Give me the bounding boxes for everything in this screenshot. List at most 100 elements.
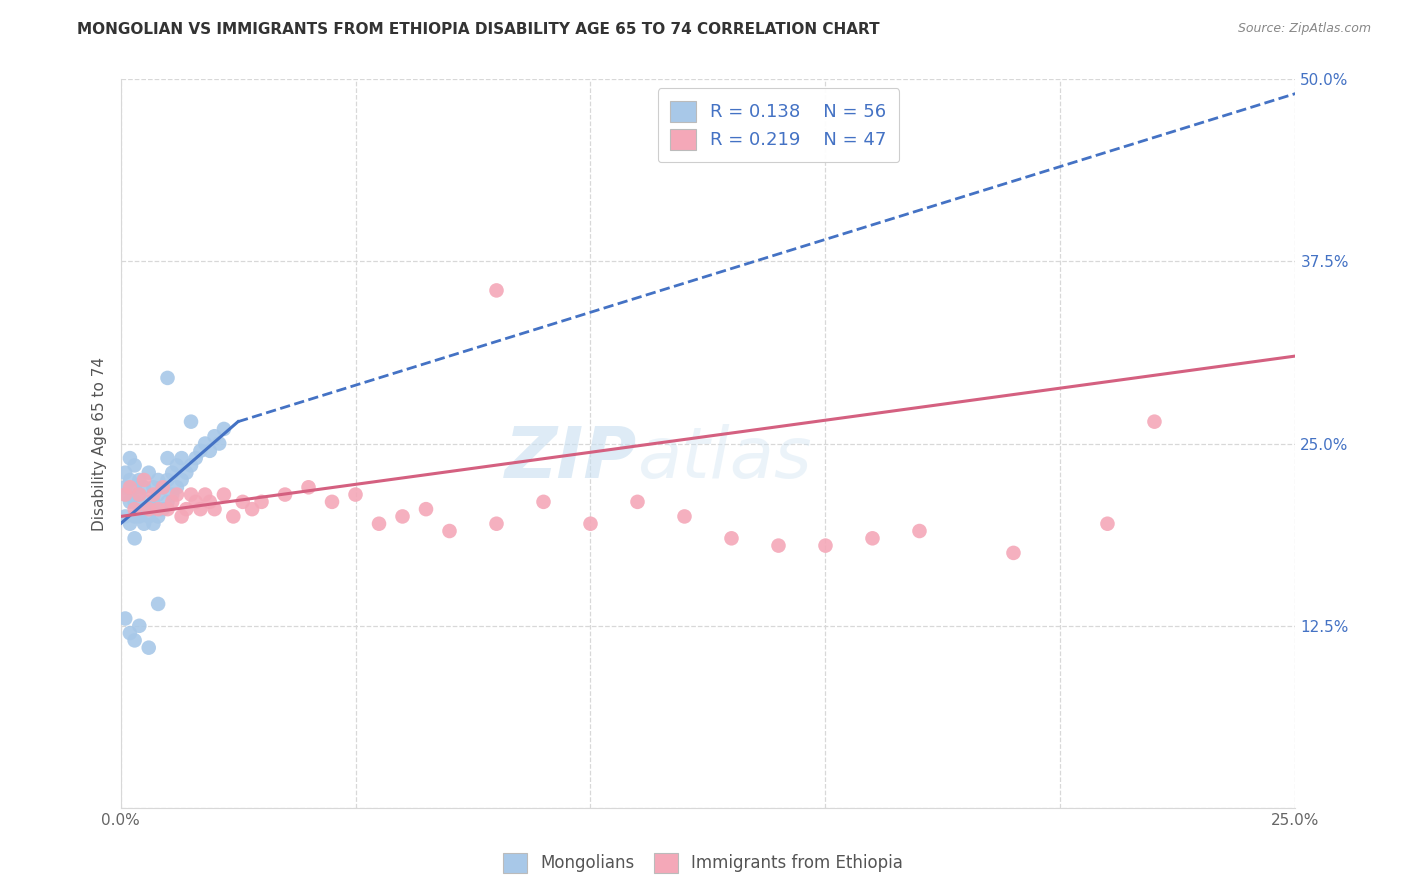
Point [128,509,150,524]
Point [118,516,141,531]
Point [124,495,146,509]
Point [124,480,146,494]
Point [1143,415,1166,429]
Point [128,473,150,487]
Point [138,509,160,524]
Point [132,473,155,487]
Point [146,597,169,611]
Point [190,502,212,516]
Point [118,626,141,640]
Point [198,495,221,509]
Point [180,458,202,473]
Point [204,502,226,516]
Point [212,422,235,436]
Point [156,371,179,385]
Point [180,415,202,429]
Point [439,524,461,538]
Point [138,495,160,509]
Point [212,487,235,501]
Point [190,443,212,458]
Point [274,487,297,501]
Point [391,509,413,524]
Point [142,480,165,494]
Point [146,487,169,501]
Point [160,495,183,509]
Point [114,487,136,501]
Point [720,531,742,545]
Point [132,480,155,494]
Point [250,495,273,509]
Point [114,509,136,524]
Point [194,487,217,501]
Point [814,539,837,553]
Point [908,524,931,538]
Point [240,502,263,516]
Point [485,516,508,531]
Point [146,473,169,487]
Point [208,436,231,450]
Point [180,487,202,501]
Point [673,509,696,524]
Point [128,619,150,633]
Point [132,516,155,531]
Point [114,487,136,501]
Point [1002,546,1025,560]
Point [114,480,136,494]
Point [368,516,391,531]
Point [204,429,226,443]
Text: ZIP: ZIP [505,424,637,492]
Point [579,516,602,531]
Point [114,466,136,480]
Point [222,509,245,524]
Text: Source: ZipAtlas.com: Source: ZipAtlas.com [1237,22,1371,36]
Point [232,495,254,509]
Point [626,495,648,509]
Point [114,611,136,625]
Point [156,451,179,466]
Point [124,502,146,516]
Point [176,502,198,516]
Point [170,451,193,466]
Point [124,509,146,524]
Point [485,284,508,298]
Point [146,502,169,516]
Point [124,633,146,648]
Text: atlas: atlas [637,424,813,492]
Point [152,502,174,516]
Point [1097,516,1119,531]
Point [118,495,141,509]
Point [142,516,165,531]
Point [194,436,217,450]
Point [152,480,174,494]
Legend: R = 0.138    N = 56, R = 0.219    N = 47: R = 0.138 N = 56, R = 0.219 N = 47 [658,88,900,162]
Point [156,473,179,487]
Point [170,509,193,524]
Point [533,495,555,509]
Point [124,458,146,473]
Point [166,480,188,494]
Point [128,487,150,501]
Point [198,443,221,458]
Point [415,502,437,516]
Point [160,487,183,501]
Point [297,480,319,494]
Point [862,531,884,545]
Point [138,466,160,480]
Point [344,487,367,501]
Point [321,495,343,509]
Point [768,539,790,553]
Point [142,495,165,509]
Point [156,502,179,516]
Point [184,495,207,509]
Point [138,502,160,516]
Point [166,487,188,501]
Point [142,487,165,501]
Point [176,466,198,480]
Text: MONGOLIAN VS IMMIGRANTS FROM ETHIOPIA DISABILITY AGE 65 TO 74 CORRELATION CHART: MONGOLIAN VS IMMIGRANTS FROM ETHIOPIA DI… [77,22,880,37]
Point [138,640,160,655]
Point [170,473,193,487]
Y-axis label: Disability Age 65 to 74: Disability Age 65 to 74 [93,357,107,531]
Point [160,466,183,480]
Point [146,509,169,524]
Point [118,473,141,487]
